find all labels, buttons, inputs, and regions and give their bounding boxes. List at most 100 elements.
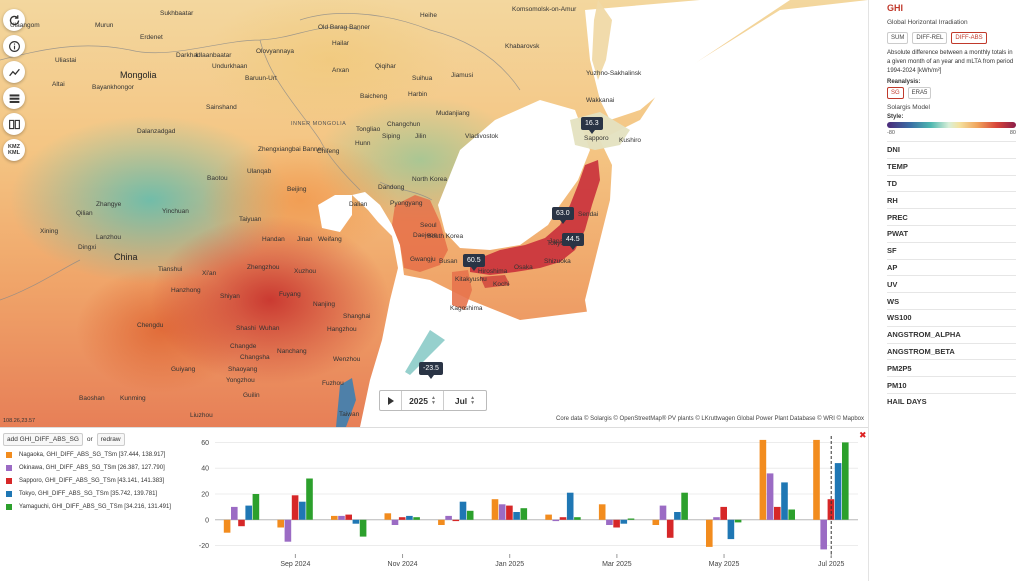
- play-button[interactable]: [380, 391, 402, 410]
- value-marker-nagaoka[interactable]: 60.5: [463, 254, 485, 271]
- chart-bar[interactable]: [513, 512, 520, 520]
- chart-bar[interactable]: [245, 505, 252, 520]
- mode-chip-sum[interactable]: SUM: [887, 32, 909, 44]
- add-series-button[interactable]: add GHI_DIFF_ABS_SG: [3, 433, 83, 446]
- chart-bar[interactable]: [552, 519, 560, 522]
- chart-bar[interactable]: [727, 519, 735, 540]
- chart-bar[interactable]: [452, 519, 460, 522]
- chart-bar[interactable]: [606, 519, 613, 525]
- compare-view-button[interactable]: [3, 113, 25, 135]
- chart-bar[interactable]: [231, 506, 238, 520]
- variable-item-dni[interactable]: DNI: [887, 141, 1016, 158]
- variable-item-ws[interactable]: WS: [887, 292, 1016, 309]
- table-toggle-button[interactable]: [3, 87, 25, 109]
- variable-item-td[interactable]: TD: [887, 174, 1016, 192]
- chart-bar[interactable]: [813, 439, 820, 520]
- chart-bar[interactable]: [713, 517, 720, 520]
- chart-bar[interactable]: [766, 473, 774, 520]
- chart-bar[interactable]: [820, 519, 827, 550]
- chart-bar[interactable]: [466, 510, 474, 520]
- chart-bar[interactable]: [445, 515, 452, 520]
- variable-item-temp[interactable]: TEMP: [887, 157, 1016, 175]
- chart-bar[interactable]: [338, 515, 345, 520]
- chart-bar[interactable]: [545, 514, 552, 520]
- chart-bar[interactable]: [299, 501, 306, 520]
- variable-item-angstrom_alpha[interactable]: ANGSTROM_ALPHA: [887, 325, 1016, 343]
- chart-bar[interactable]: [659, 505, 667, 520]
- chart-toggle-button[interactable]: [3, 61, 25, 83]
- chart-bar[interactable]: [720, 506, 727, 520]
- variable-item-prec[interactable]: PREC: [887, 208, 1016, 225]
- chart-bar[interactable]: [459, 501, 467, 520]
- chart-bar[interactable]: [498, 504, 506, 520]
- chart-bar[interactable]: [781, 482, 788, 520]
- chart-bar[interactable]: [284, 519, 292, 542]
- chart-bar[interactable]: [406, 515, 413, 520]
- variable-item-pwat[interactable]: PWAT: [887, 224, 1016, 242]
- chart-bar[interactable]: [384, 513, 392, 520]
- legend-item[interactable]: Nagaoka, GHI_DIFF_ABS_SG_TSm [37.444, 13…: [6, 448, 171, 461]
- chart-bar[interactable]: [277, 519, 284, 528]
- variable-item-ws100[interactable]: WS100: [887, 308, 1016, 326]
- legend-item[interactable]: Yamaguchi, GHI_DIFF_ABS_SG_TSm [34.216, …: [6, 500, 171, 513]
- rotate-reset-button[interactable]: [3, 9, 25, 31]
- value-marker-tokyo[interactable]: 44.5: [562, 233, 584, 250]
- chart-bar[interactable]: [620, 519, 628, 524]
- variable-item-uv[interactable]: UV: [887, 275, 1016, 292]
- chart-bar[interactable]: [359, 519, 367, 537]
- chart-bar[interactable]: [306, 478, 313, 520]
- chart-bar[interactable]: [238, 519, 245, 527]
- kmz-kml-export-button[interactable]: KMZ KML: [3, 139, 25, 161]
- chart-bar[interactable]: [223, 519, 231, 533]
- active-variable-title[interactable]: GHI: [887, 3, 904, 13]
- close-chart-icon[interactable]: ✖: [859, 430, 867, 440]
- month-selector[interactable]: Jul ▲ ▼: [444, 391, 486, 410]
- chart-bar[interactable]: [352, 519, 360, 524]
- chart-bar[interactable]: [759, 439, 767, 520]
- mode-chip-diff-abs[interactable]: DIFF-ABS: [951, 32, 987, 44]
- chart-bar[interactable]: [681, 492, 688, 520]
- chart-bar[interactable]: [398, 517, 406, 520]
- chart-bar[interactable]: [666, 519, 674, 538]
- legend-item[interactable]: Sapporo, GHI_DIFF_ABS_SG_TSm [43.141, 14…: [6, 474, 171, 487]
- variable-item-pm10[interactable]: PM10: [887, 376, 1016, 393]
- chart-bar[interactable]: [413, 517, 420, 520]
- year-selector[interactable]: 2025 ▲ ▼: [402, 391, 444, 410]
- value-marker-okinawa[interactable]: -23.5: [419, 362, 443, 379]
- map-view[interactable]: KMZ KML Murun Erdenet Sukhbaatar Ulaangom Ul…: [0, 0, 868, 427]
- chart-bar[interactable]: [506, 505, 513, 520]
- chart-bar[interactable]: [598, 504, 606, 520]
- chart-bar[interactable]: [613, 519, 620, 528]
- chart-bar[interactable]: [842, 442, 849, 520]
- value-marker-yamaguchi[interactable]: 63.0: [552, 207, 574, 224]
- mode-chip-diff-rel[interactable]: DIFF-REL: [912, 32, 948, 44]
- chart-bar[interactable]: [627, 518, 635, 520]
- value-marker-sapporo[interactable]: 16.3: [581, 117, 603, 134]
- bar-chart[interactable]: -20 0 20 40 60 Sep 2024 Nov 2024 Jan 2025 Mar 20…: [0, 428, 868, 581]
- chart-bar[interactable]: [574, 517, 581, 520]
- chart-bar[interactable]: [331, 515, 338, 520]
- chart-bar[interactable]: [559, 517, 567, 520]
- chart-bar[interactable]: [252, 494, 260, 520]
- chart-bar[interactable]: [734, 519, 742, 523]
- chart-bar[interactable]: [438, 519, 445, 525]
- chart-bar[interactable]: [391, 519, 399, 525]
- legend-item[interactable]: Okinawa, GHI_DIFF_ABS_SG_TSm [26.387, 12…: [6, 461, 171, 474]
- chart-bar[interactable]: [788, 509, 795, 520]
- variable-item-pm2p5[interactable]: PM2P5: [887, 359, 1016, 376]
- reanalysis-chip-sg[interactable]: SG: [887, 87, 904, 99]
- variable-item-rh[interactable]: RH: [887, 191, 1016, 208]
- chart-bar[interactable]: [291, 495, 299, 520]
- chart-bar[interactable]: [674, 512, 681, 520]
- variable-item-angstrom_beta[interactable]: ANGSTROM_BETA: [887, 342, 1016, 360]
- variable-item-ap[interactable]: AP: [887, 258, 1016, 276]
- redraw-button[interactable]: redraw: [96, 433, 125, 446]
- chart-bar[interactable]: [827, 499, 835, 520]
- chart-bar[interactable]: [520, 508, 528, 520]
- chart-bar[interactable]: [652, 519, 660, 525]
- legend-item[interactable]: Tokyo, GHI_DIFF_ABS_SG_TSm [35.742, 139.…: [6, 487, 171, 500]
- chart-bar[interactable]: [566, 492, 574, 520]
- reanalysis-chip-era5[interactable]: ERA5: [907, 87, 932, 99]
- info-button[interactable]: [3, 35, 25, 57]
- map-attribution[interactable]: Core data © Solargis © OpenStreetMap® PV…: [553, 416, 866, 422]
